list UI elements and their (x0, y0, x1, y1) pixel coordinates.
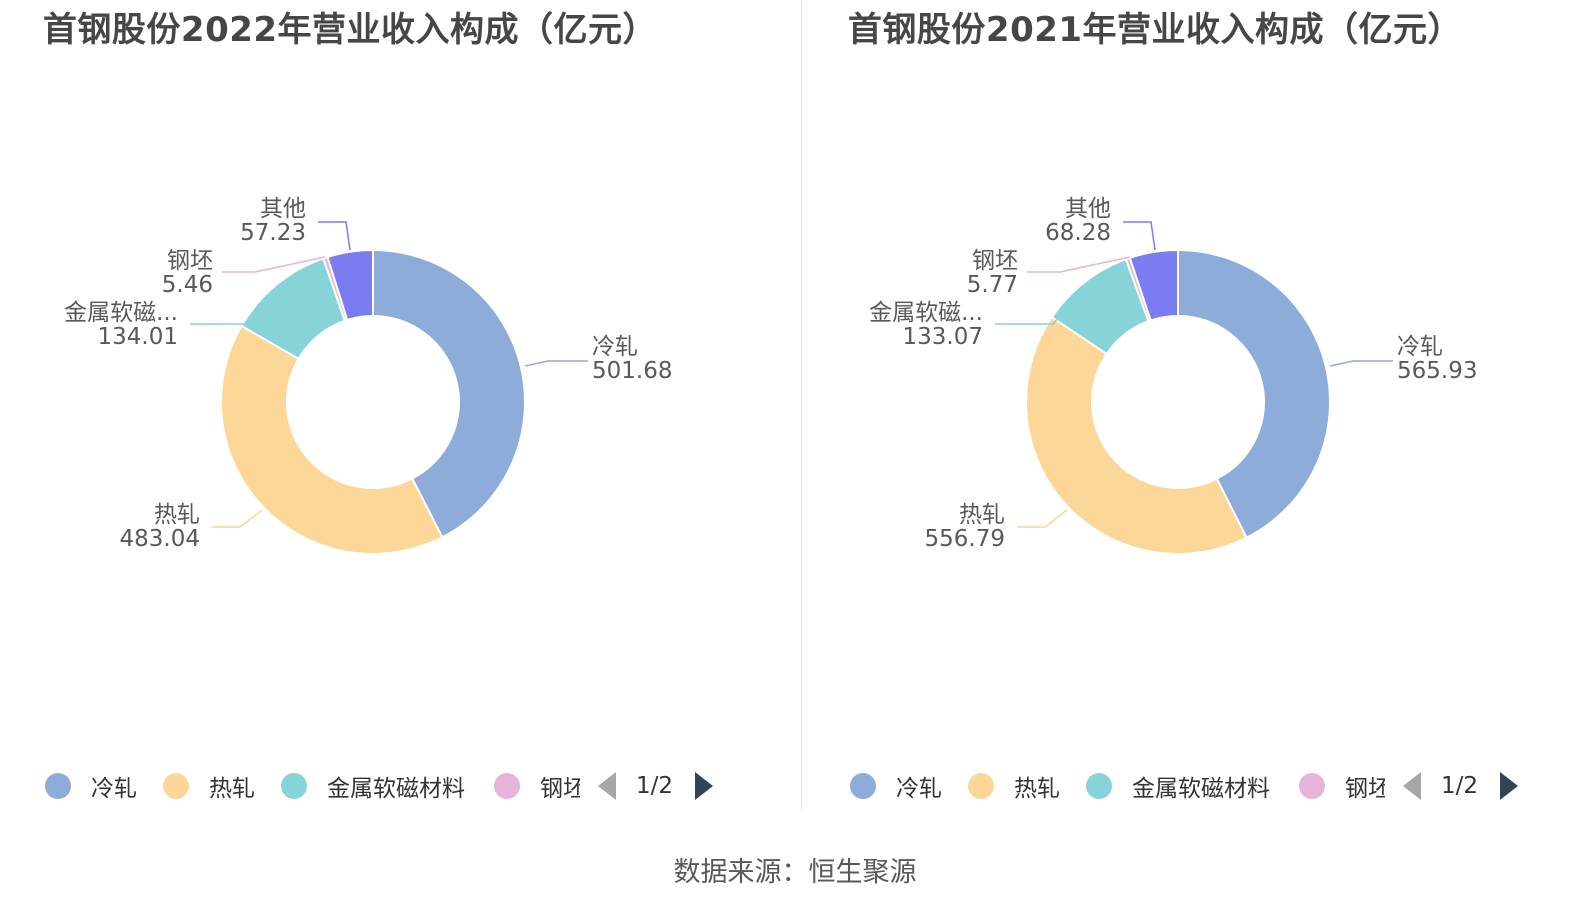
legend-label: 热轧 (1014, 776, 1060, 802)
slice-label: 金属软磁... (869, 300, 983, 326)
slice-冷轧[interactable] (372, 248, 526, 539)
leader-line (1123, 221, 1156, 251)
slice-value-label: 133.07 (903, 324, 983, 350)
legend-label: 热轧 (209, 776, 255, 802)
leader-line (524, 360, 588, 367)
prev-page-icon[interactable] (598, 772, 616, 800)
legend-item[interactable]: 热轧 (968, 770, 1060, 802)
slice-label: 热轧 (959, 502, 1005, 528)
slice-label: 热轧 (154, 502, 200, 528)
legend-dot-icon (281, 773, 307, 799)
slice-value-label: 134.01 (98, 324, 178, 350)
legend-dot-icon (163, 773, 189, 799)
legend-item[interactable]: 冷轧 (45, 770, 137, 802)
legend-item[interactable]: 钢坯 (494, 770, 580, 802)
legend-item[interactable]: 热轧 (163, 770, 255, 802)
slice-value-label: 556.79 (925, 526, 1005, 552)
legend-label: 钢坯 (540, 776, 580, 802)
chart-title: 首钢股份2022年营业收入构成（亿元） (42, 10, 658, 50)
slice-value-label: 565.93 (1397, 358, 1477, 384)
slice-label: 其他 (260, 196, 306, 222)
legend-pager: 1/2 (598, 770, 714, 802)
legend-dot-icon (45, 773, 71, 799)
legend-pager: 1/2 (1403, 770, 1519, 802)
legend-label: 金属软磁材料 (1132, 776, 1270, 802)
legend-dot-icon (1299, 773, 1325, 799)
legend-dot-icon (494, 773, 520, 799)
legend-label: 金属软磁材料 (327, 776, 465, 802)
slice-value-label: 57.23 (240, 220, 306, 246)
slice-label: 钢坯 (972, 248, 1018, 274)
leader-line (212, 509, 263, 528)
legend-page-indicator: 1/2 (1441, 773, 1479, 799)
leader-line (318, 221, 351, 251)
slice-label: 冷轧 (1397, 334, 1443, 360)
legend-label: 冷轧 (896, 776, 942, 802)
legend-item[interactable]: 冷轧 (850, 770, 942, 802)
chart-panel-2021: 首钢股份2021年营业收入构成（亿元） 冷轧 565.93 热轧 556.79 金属软磁… (805, 0, 1590, 810)
slice-热轧[interactable] (220, 324, 444, 555)
chart-panel-2022: 首钢股份2022年营业收入构成（亿元） 冷轧 501.68 热轧 483.04 金属软磁… (0, 0, 795, 810)
slice-value-label: 5.77 (967, 272, 1018, 298)
slice-label: 金属软磁... (64, 300, 178, 326)
leader-line (1017, 509, 1068, 528)
slice-冷轧[interactable] (1177, 248, 1331, 540)
legend-dot-icon (968, 773, 994, 799)
legend-items: 冷轧 热轧 金属软磁材料 钢坯 (850, 770, 1385, 802)
slice-label: 钢坯 (167, 248, 213, 274)
slice-热轧[interactable] (1025, 315, 1248, 555)
legend-items: 冷轧 热轧 金属软磁材料 钢坯 (45, 770, 580, 802)
leader-line (1329, 360, 1393, 367)
legend-label: 钢坯 (1345, 776, 1385, 802)
slice-label: 其他 (1065, 196, 1111, 222)
legend-item[interactable]: 金属软磁材料 (281, 770, 465, 802)
slice-label: 冷轧 (592, 334, 638, 360)
legend-dot-icon (850, 773, 876, 799)
next-page-icon[interactable] (1500, 772, 1519, 800)
legend-label: 冷轧 (91, 776, 137, 802)
legend-item[interactable]: 钢坯 (1299, 770, 1385, 802)
legend-item[interactable]: 金属软磁材料 (1086, 770, 1270, 802)
legend-dot-icon (1086, 773, 1112, 799)
leader-line (190, 284, 282, 325)
leader-line (995, 284, 1087, 325)
legend-page-indicator: 1/2 (636, 773, 674, 799)
slice-value-label: 501.68 (592, 358, 672, 384)
next-page-icon[interactable] (695, 772, 714, 800)
slice-其他[interactable] (326, 248, 374, 322)
prev-page-icon[interactable] (1403, 772, 1421, 800)
slice-value-label: 68.28 (1045, 220, 1111, 246)
chart-title: 首钢股份2021年营业收入构成（亿元） (847, 10, 1463, 50)
slice-value-label: 5.46 (162, 272, 213, 298)
slice-value-label: 483.04 (120, 526, 200, 552)
leader-line (222, 256, 326, 273)
leader-line (1027, 256, 1131, 273)
slice-其他[interactable] (1128, 248, 1179, 322)
panel-divider (801, 0, 802, 810)
data-source: 数据来源：恒生聚源 (673, 857, 917, 888)
